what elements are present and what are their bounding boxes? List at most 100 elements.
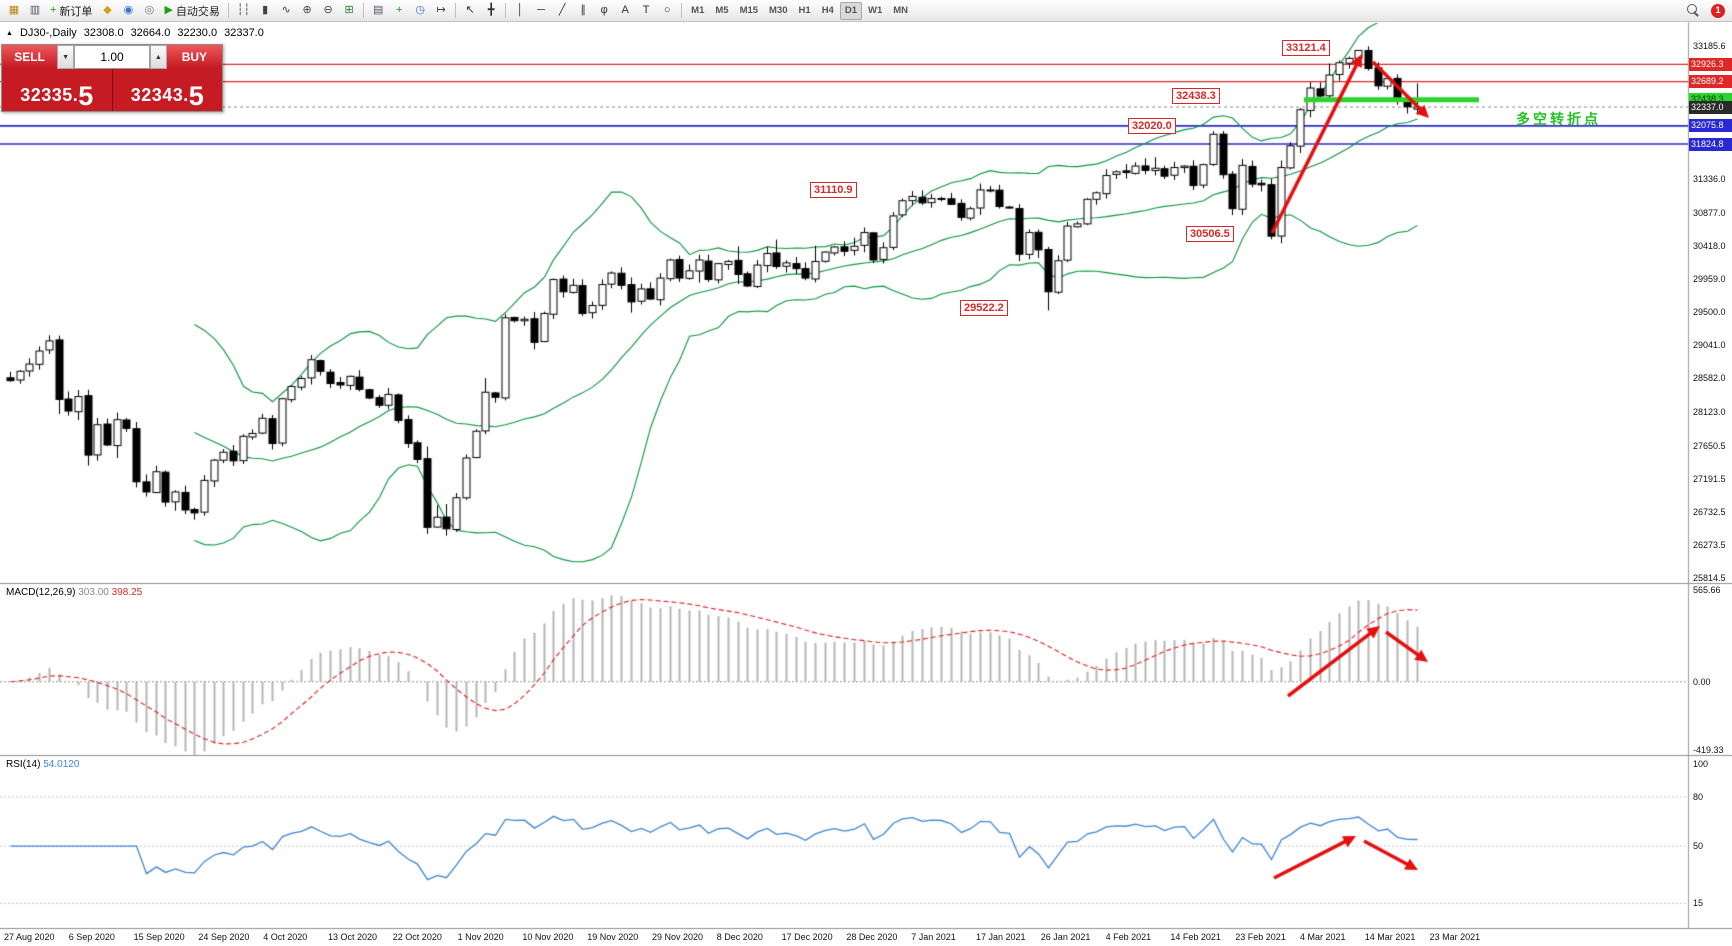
trendline-icon: ╱: [558, 4, 566, 16]
search-icon[interactable]: [1687, 4, 1700, 17]
chart-shift-button[interactable]: ↦: [431, 2, 451, 20]
bar-chart-button[interactable]: ┆┆: [233, 2, 254, 20]
price-axis-badge: 32337.0: [1689, 100, 1732, 114]
macd-indicator-label: MACD(12,26,9) 303.00 398.25: [6, 587, 142, 598]
terminal-icon: ◎: [144, 4, 155, 16]
timeframe-mn[interactable]: MN: [893, 5, 909, 16]
macd-axis-tick: 0.00: [1693, 676, 1711, 687]
trendline-button[interactable]: ╱: [552, 2, 572, 20]
time-axis-label: 1 Nov 2020: [457, 932, 504, 942]
fibonacci-button[interactable]: φ: [594, 2, 614, 20]
ohlc-high: 32664.0: [130, 27, 171, 39]
time-axis-label: 28 Dec 2020: [846, 932, 898, 942]
line-chart-button[interactable]: ∿: [276, 2, 296, 20]
shapes-button[interactable]: ○: [657, 2, 677, 20]
rsi-indicator-label: RSI(14) 54.0120: [6, 759, 79, 770]
rsi-axis-tick: 100: [1693, 759, 1709, 770]
ohlc-close: 32337.0: [224, 27, 264, 39]
price-axis-badge: 32689.2: [1689, 75, 1732, 89]
buy-button[interactable]: BUY: [166, 45, 222, 69]
buy-price-pip: 5: [188, 81, 204, 111]
ohlc-open: 32308.0: [83, 27, 124, 39]
vertical-line-button[interactable]: │: [510, 2, 530, 20]
price-axis-badge: 31824.8: [1689, 137, 1732, 151]
lot-decrease-button[interactable]: ▼: [57, 45, 74, 69]
time-axis-label: 29 Nov 2020: [652, 932, 704, 942]
timeframe-h1[interactable]: H1: [798, 5, 811, 16]
timeframe-m30[interactable]: M30: [769, 5, 788, 16]
tile-windows-button[interactable]: ▤: [368, 2, 388, 20]
time-axis-label: 7 Jan 2021: [911, 932, 956, 942]
toolbar-separator: [455, 3, 457, 18]
cursor-button[interactable]: ↖: [460, 2, 480, 20]
zoom-in-button[interactable]: ⊕: [297, 2, 317, 20]
market-watch-button[interactable]: ◆: [97, 2, 117, 20]
new-order-button[interactable]: + 新订单: [46, 2, 96, 20]
time-axis-label: 13 Oct 2020: [328, 932, 378, 942]
candlestick-chart-button[interactable]: ▮: [255, 2, 275, 20]
timeframe-m1[interactable]: M1: [691, 5, 705, 16]
price-axis-tick: 33185.6: [1693, 40, 1726, 51]
rsi-axis-tick: 80: [1693, 791, 1704, 802]
timeframe-w1[interactable]: W1: [868, 5, 883, 16]
profiles-button[interactable]: ▥: [25, 2, 45, 20]
buy-price-main: 32343.: [130, 85, 189, 105]
navigator-button[interactable]: ◉: [118, 2, 138, 20]
time-axis-label: 23 Mar 2021: [1429, 932, 1481, 942]
toolbar: ▦ ▥ + 新订单 ◆ ◉ ◎ ▶ 自动交易 ┆┆ ▮ ∿ ⊕ ⊖ ⊞ ▤ + ◷ ↦ ↖ ╋ │ ─ ╱ ∥ φ A T ○ M1 M5 M…: [0, 0, 1732, 22]
sell-price[interactable]: 32335. 5: [2, 69, 112, 111]
text-button[interactable]: A: [615, 2, 635, 20]
lot-increase-button[interactable]: ▲: [150, 45, 167, 69]
timeframe-m5[interactable]: M5: [715, 5, 729, 16]
lot-size-input[interactable]: [74, 45, 150, 69]
time-axis-label: 19 Nov 2020: [587, 932, 639, 942]
cursor-icon: ↖: [465, 4, 475, 16]
label-button[interactable]: T: [636, 2, 656, 20]
turning-point-annotation: 多空转折点: [1516, 111, 1601, 127]
indicators-button[interactable]: ⊞: [339, 2, 359, 20]
profiles-icon: ▥: [29, 4, 41, 16]
time-axis-label: 22 Oct 2020: [392, 932, 442, 942]
toolbar-separator: [363, 3, 365, 18]
toolbar-button-label: 新订单: [59, 5, 93, 18]
price-axis-tick: 30877.0: [1693, 207, 1726, 218]
time-axis-label: 14 Feb 2021: [1170, 932, 1221, 942]
timeframe-h4[interactable]: H4: [821, 5, 834, 16]
ohlc-low: 32230.0: [177, 27, 218, 39]
autotrading-icon: ▶: [164, 4, 173, 16]
collapse-triangle-icon[interactable]: ▲: [6, 29, 13, 37]
shapes-icon: ○: [663, 4, 671, 16]
macd-signal-value: 398.25: [111, 587, 143, 598]
macd-axis-tick: 565.66: [1693, 584, 1721, 595]
timeframe-d1[interactable]: D1: [839, 1, 862, 20]
zoom-in-icon: ⊕: [302, 4, 312, 16]
autotrading-button[interactable]: ▶ 自动交易: [160, 2, 223, 20]
price-axis-tick: 29500.0: [1693, 307, 1726, 318]
time-axis-label: 17 Dec 2020: [781, 932, 833, 942]
terminal-button[interactable]: ◎: [139, 2, 159, 20]
horizontal-line-button[interactable]: ─: [531, 2, 551, 20]
symbol-period-label: DJ30-,Daily: [19, 27, 77, 39]
channel-button[interactable]: ∥: [573, 2, 593, 20]
time-axis-label: 8 Dec 2020: [716, 932, 763, 942]
period-clock-button[interactable]: ◷: [410, 2, 430, 20]
new-order-window-button[interactable]: ▦: [4, 2, 24, 20]
timeframe-m15[interactable]: M15: [739, 5, 759, 16]
crosshair-icon: ╋: [487, 4, 495, 16]
price-axis-tick: 31336.0: [1693, 174, 1726, 185]
notification-badge[interactable]: 1: [1711, 3, 1725, 18]
add-indicator-button[interactable]: +: [389, 2, 409, 20]
time-axis-label: 26 Jan 2021: [1040, 932, 1091, 942]
buy-price[interactable]: 32343. 5: [113, 69, 223, 111]
crosshair-button[interactable]: ╋: [481, 2, 501, 20]
price-axis-tick: 26273.5: [1693, 540, 1726, 551]
time-axis-label: 27 Aug 2020: [4, 932, 55, 942]
time-axis-label: 14 Mar 2021: [1364, 932, 1416, 942]
sell-button[interactable]: SELL: [2, 45, 58, 69]
time-axis-label: 4 Oct 2020: [263, 932, 308, 942]
price-axis-tick: 27191.5: [1693, 473, 1726, 484]
zoom-out-button[interactable]: ⊖: [318, 2, 338, 20]
price-axis-tick: 26732.5: [1693, 507, 1726, 517]
rsi-axis-tick: 15: [1693, 898, 1704, 909]
